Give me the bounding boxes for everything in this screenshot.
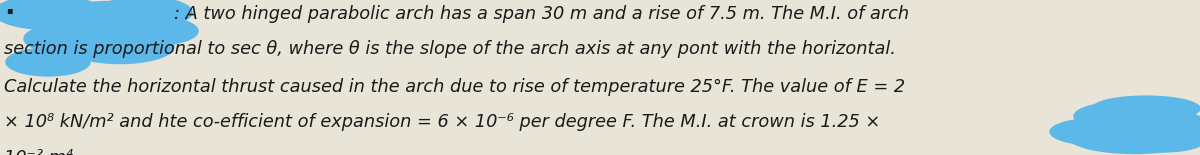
Text: Calculate the horizontal thrust caused in the arch due to rise of temperature 25: Calculate the horizontal thrust caused i… bbox=[4, 78, 905, 95]
Text: : A two hinged parabolic arch has a span 30 m and a rise of 7.5 m. The M.I. of a: : A two hinged parabolic arch has a span… bbox=[174, 5, 910, 23]
Ellipse shape bbox=[1050, 118, 1158, 146]
Ellipse shape bbox=[96, 0, 192, 28]
Ellipse shape bbox=[6, 48, 90, 76]
Text: 10⁻² m⁴.: 10⁻² m⁴. bbox=[4, 149, 78, 155]
Text: section is proportional to sec θ, where θ is the slope of the arch axis at any p: section is proportional to sec θ, where … bbox=[4, 40, 895, 58]
Ellipse shape bbox=[0, 0, 102, 29]
Ellipse shape bbox=[1122, 127, 1200, 152]
Text: ▪: ▪ bbox=[6, 5, 13, 15]
Ellipse shape bbox=[24, 23, 120, 54]
Ellipse shape bbox=[1068, 119, 1200, 153]
Ellipse shape bbox=[114, 17, 198, 45]
Ellipse shape bbox=[48, 2, 168, 45]
Text: × 10⁸ kN/m² and hte co-efficient of expansion = 6 × 10⁻⁶ per degree F. The M.I. : × 10⁸ kN/m² and hte co-efficient of expa… bbox=[4, 113, 880, 131]
Ellipse shape bbox=[1074, 102, 1170, 130]
Ellipse shape bbox=[66, 29, 174, 64]
Ellipse shape bbox=[1098, 108, 1200, 140]
Ellipse shape bbox=[1092, 96, 1200, 121]
